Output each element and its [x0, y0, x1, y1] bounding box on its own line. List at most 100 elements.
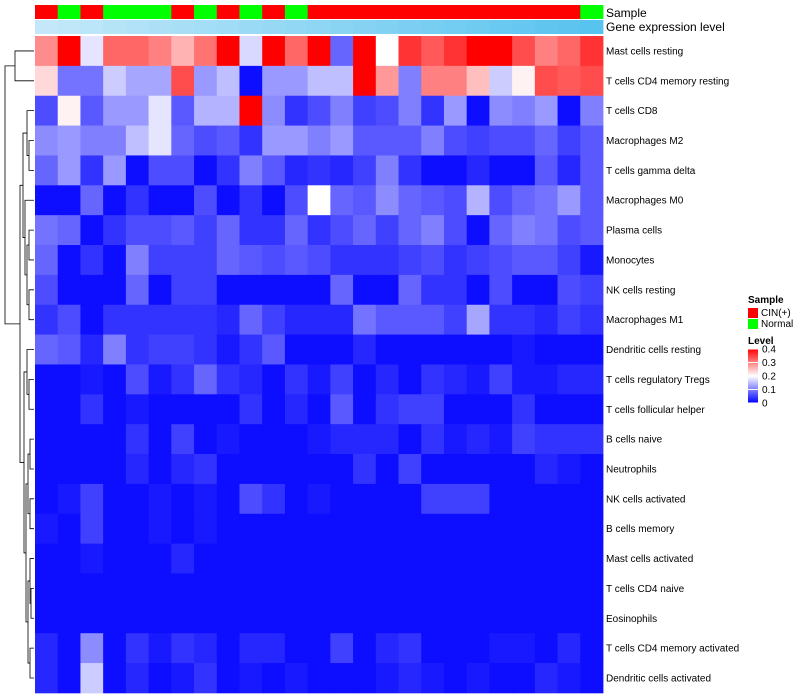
heatmap-cell — [398, 185, 422, 216]
heatmap-cell — [421, 334, 445, 365]
heatmap-cell — [443, 155, 468, 186]
heatmap-cell — [171, 633, 195, 664]
legend-level-tick-label: 0.2 — [762, 372, 776, 383]
heatmap-cell — [284, 543, 309, 574]
expression-annotation-cell — [125, 20, 149, 34]
heatmap-cell — [307, 633, 331, 664]
sample-annotation-cell — [421, 5, 445, 19]
expression-annotation-cell — [375, 20, 399, 34]
heatmap-cell — [57, 185, 81, 216]
heatmap-cell — [148, 125, 172, 156]
heatmap-cell — [171, 364, 195, 395]
heatmap-cell — [262, 573, 286, 604]
heatmap-cell — [557, 215, 581, 246]
heatmap-cell — [489, 155, 513, 186]
heatmap-cell — [239, 663, 263, 694]
expression-annotation-cell — [307, 20, 331, 34]
heatmap-cell — [330, 573, 354, 604]
heatmap-cell — [580, 245, 604, 276]
heatmap-cell — [421, 454, 445, 485]
heatmap-cell — [534, 36, 558, 67]
sample-annotation-cell — [398, 5, 422, 19]
heatmap-cell — [216, 483, 240, 515]
heatmap-cell — [80, 663, 104, 694]
heatmap-cell — [239, 334, 263, 365]
expression-annotation-cell — [148, 20, 172, 34]
heatmap-cell — [330, 65, 354, 97]
heatmap-cell — [80, 573, 104, 604]
heatmap-cell — [466, 424, 490, 455]
heatmap-cell — [57, 245, 81, 276]
heatmap-cell — [512, 245, 536, 276]
heatmap-cell — [307, 454, 331, 485]
heatmap-cell — [375, 364, 399, 395]
expression-annotation-cell — [557, 20, 581, 34]
heatmap-cell — [512, 65, 536, 97]
heatmap-cell — [489, 65, 513, 97]
heatmap-cell — [284, 245, 309, 276]
heatmap-cell — [466, 185, 490, 216]
row-label: B cells naive — [606, 435, 663, 446]
heatmap-cell — [421, 36, 445, 67]
heatmap-cell — [375, 245, 399, 276]
heatmap-cell — [284, 454, 309, 485]
heatmap-cell — [353, 513, 377, 545]
heatmap-cell — [80, 454, 104, 485]
heatmap-cell — [284, 513, 309, 545]
heatmap-cell — [489, 394, 513, 425]
heatmap-cell — [421, 155, 445, 186]
heatmap-cell — [262, 95, 286, 126]
heatmap-cell — [330, 185, 354, 216]
heatmap-cell — [557, 36, 581, 67]
row-dendrogram — [4, 50, 34, 679]
row-label: T cells CD4 memory resting — [606, 76, 729, 87]
heatmap-cell — [534, 215, 558, 246]
legend-swatch-normal — [748, 319, 758, 329]
heatmap-cell — [35, 573, 59, 604]
heatmap-cell — [194, 603, 218, 634]
heatmap-cell — [80, 125, 104, 156]
heatmap-cell — [148, 155, 172, 186]
heatmap-cell — [125, 394, 149, 425]
heatmap-cell — [284, 65, 309, 97]
legend-level: Level 0.4 0.3 0.2 0.1 0 — [748, 336, 776, 410]
heatmap-cell — [80, 185, 104, 216]
expression-annotation-cell — [443, 20, 468, 34]
heatmap-cell — [216, 36, 240, 67]
heatmap-cell — [57, 125, 81, 156]
legend-level-tick-label: 0.4 — [762, 345, 776, 356]
heatmap-cell — [262, 603, 286, 634]
heatmap-cell — [194, 543, 218, 574]
heatmap-cell — [443, 125, 468, 156]
heatmap-cell — [330, 36, 354, 67]
heatmap-cell — [421, 95, 445, 126]
heatmap-cell — [375, 633, 399, 664]
heatmap-cell — [307, 95, 331, 126]
heatmap-cell — [512, 633, 536, 664]
heatmap-cell — [534, 274, 558, 306]
heatmap-cell — [262, 633, 286, 664]
heatmap-cell — [443, 633, 468, 664]
heatmap-cell — [489, 454, 513, 485]
heatmap-cell — [307, 483, 331, 515]
heatmap-cell — [57, 483, 81, 515]
dendrogram-branch — [24, 199, 34, 276]
heatmap-cell — [80, 543, 104, 574]
legend-swatch-cin — [748, 308, 758, 318]
heatmap-cell — [262, 245, 286, 276]
heatmap-cell — [512, 95, 536, 126]
heatmap-cell — [443, 65, 468, 97]
heatmap-cell — [307, 663, 331, 694]
heatmap-cell — [80, 513, 104, 545]
heatmap-cell — [103, 513, 127, 545]
heatmap-cell — [239, 36, 263, 67]
heatmap-cell — [353, 394, 377, 425]
heatmap-cell — [421, 483, 445, 515]
heatmap-cell — [443, 573, 468, 604]
heatmap-cell — [35, 513, 59, 545]
heatmap-cell — [580, 364, 604, 395]
heatmap-cell — [57, 663, 81, 694]
heatmap-cell — [262, 663, 286, 694]
heatmap-cell — [239, 573, 263, 604]
heatmap-cell — [262, 334, 286, 365]
